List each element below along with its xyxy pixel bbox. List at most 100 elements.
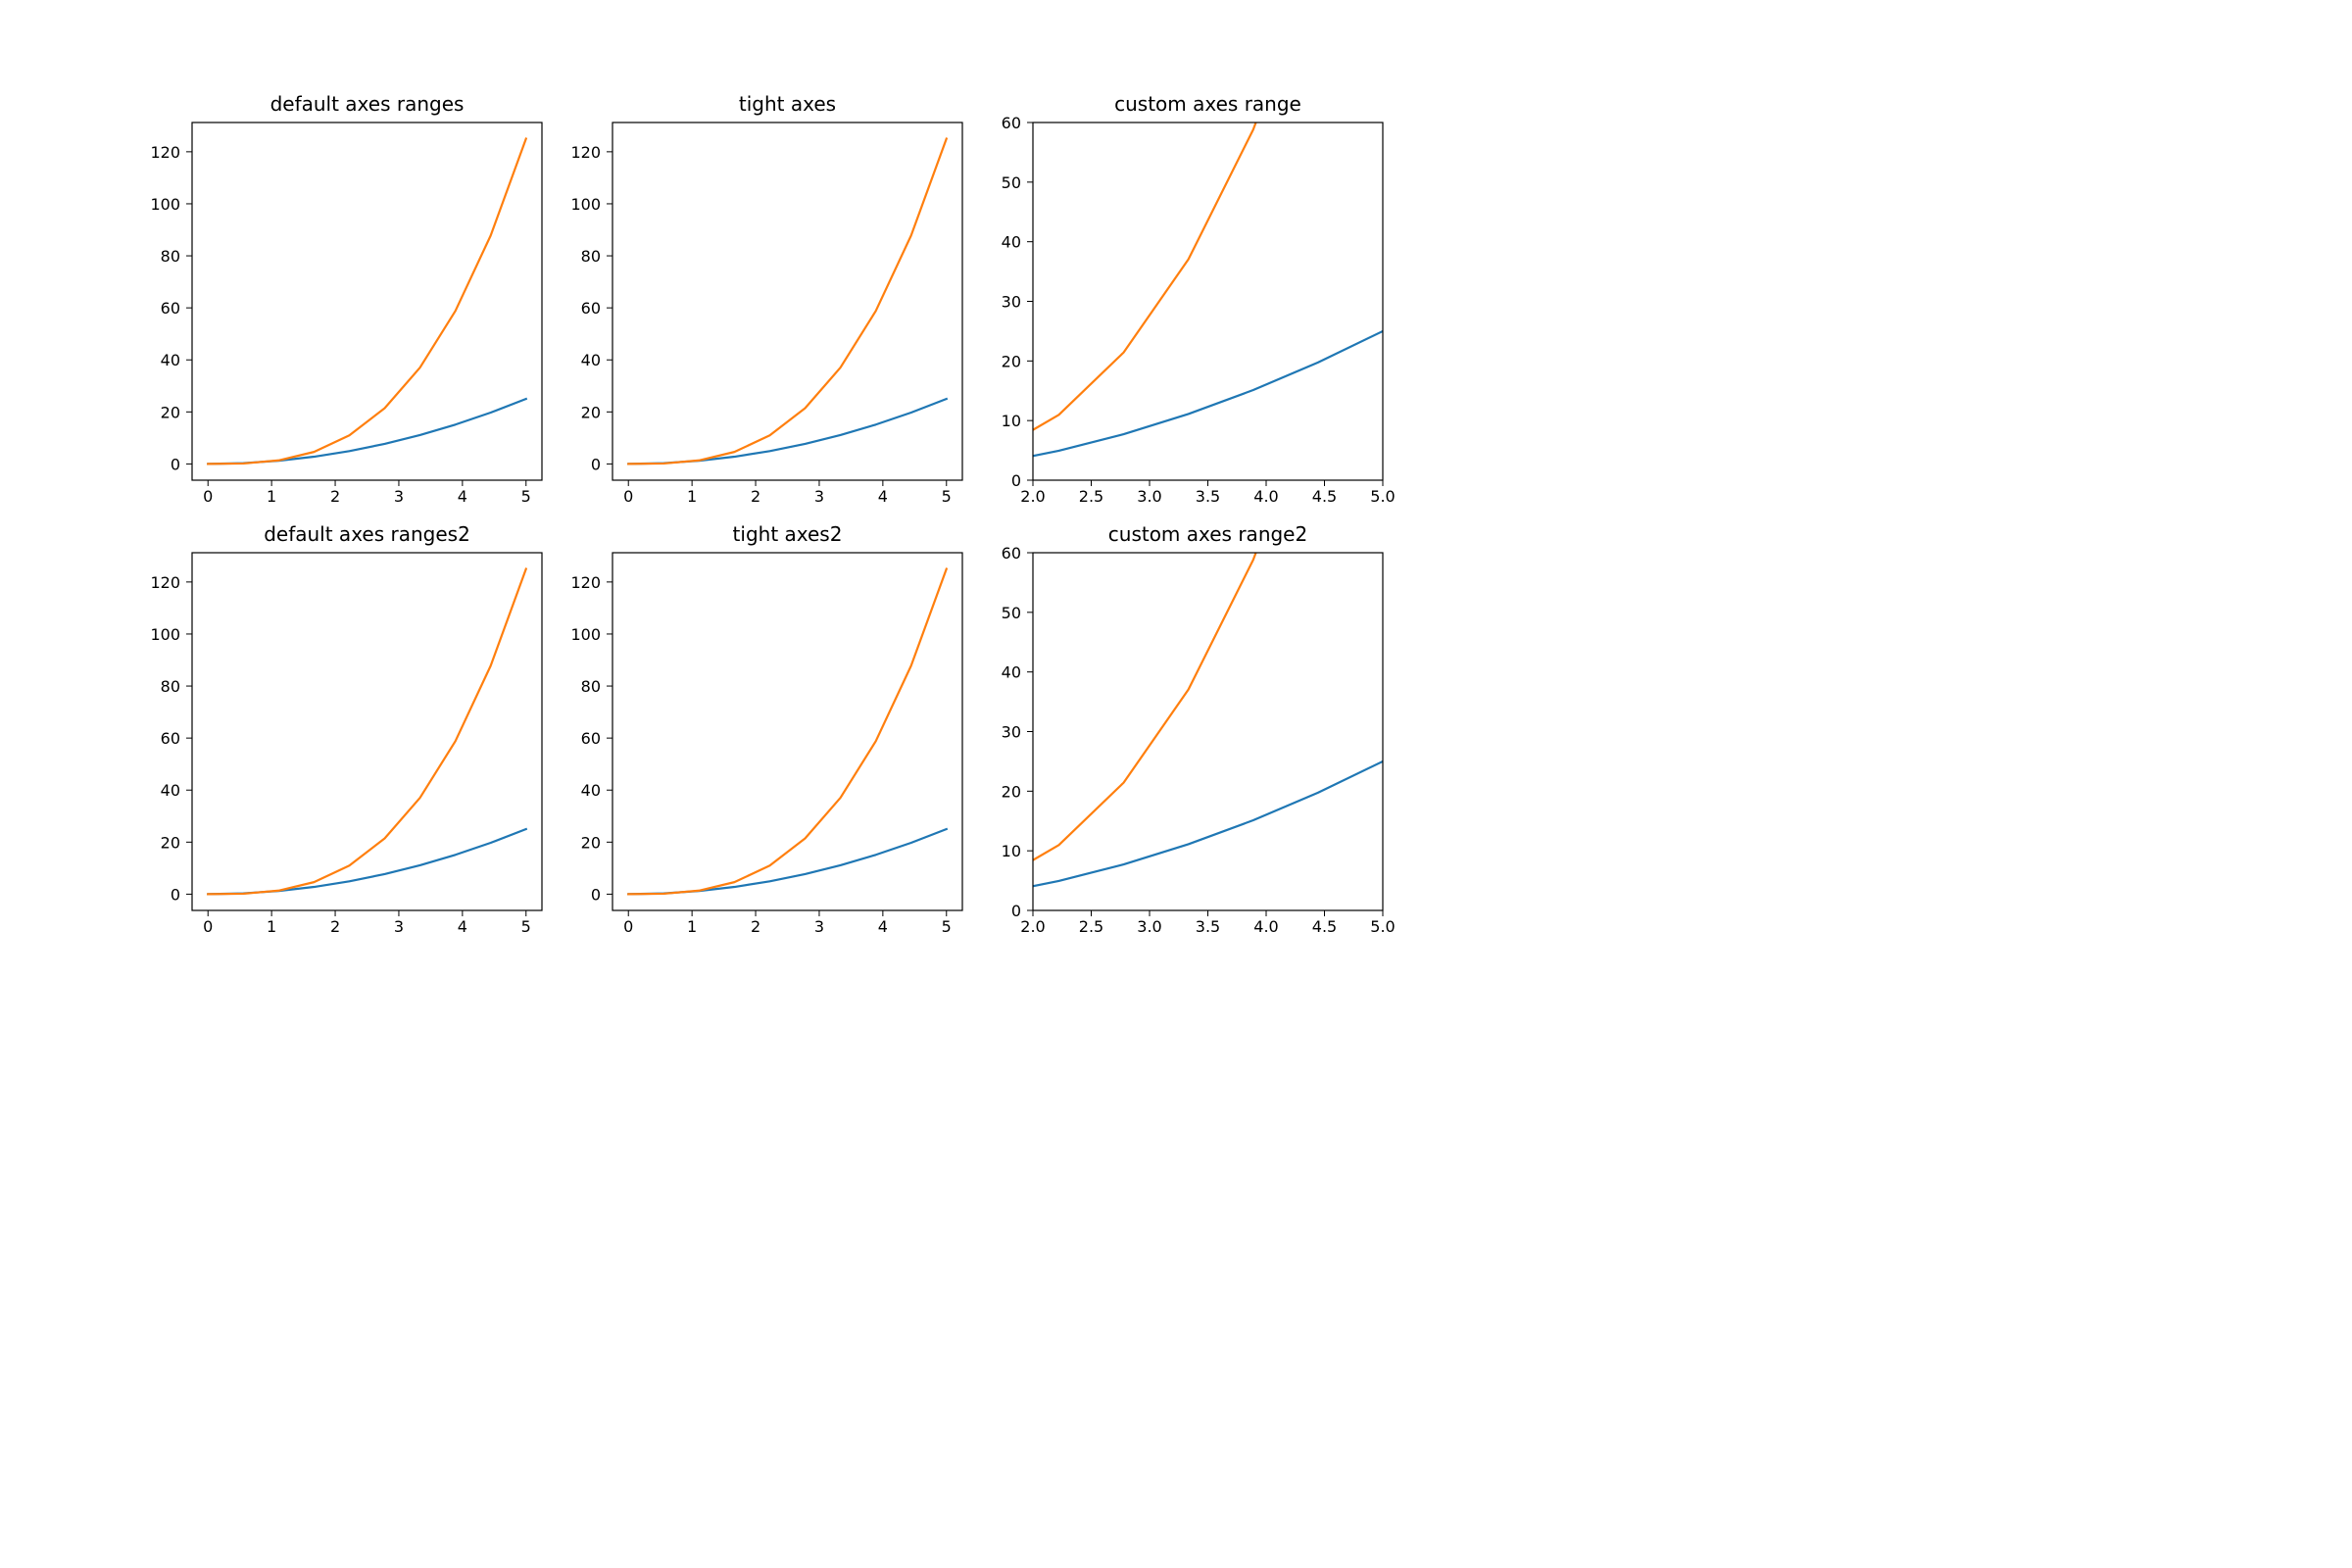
x-tick-label: 5 [942,917,952,936]
y-tick-label: 30 [1002,293,1021,312]
y-tick-label: 30 [1002,723,1021,742]
x-tick-label: 0 [203,487,213,506]
y-tick-label: 40 [1002,663,1021,682]
y-tick-label: 40 [581,351,601,369]
y-tick-label: 20 [1002,782,1021,801]
x-tick-label: 4.0 [1253,487,1278,506]
y-tick-label: 60 [1002,544,1021,563]
axes-frame [612,552,963,911]
x-tick-label: 5.0 [1370,487,1395,506]
y-tick-label: 20 [161,403,180,421]
y-tick-label: 20 [1002,352,1021,370]
series-line-1 [1033,329,1383,458]
y-tick-label: 0 [171,885,180,904]
y-tick-label: 120 [150,573,180,592]
y-tick-label: 50 [1002,173,1021,192]
y-tick-label: 100 [150,195,180,214]
series-line-1 [1033,760,1383,888]
x-tick-label: 3.5 [1196,487,1220,506]
x-tick-label: 4.5 [1312,487,1337,506]
series-group [207,137,528,466]
x-tick-label: 2.5 [1079,487,1103,506]
series-group [627,567,949,896]
y-tick-label: 40 [161,351,180,369]
x-tick-label: 1 [687,487,697,506]
x-tick-label: 5 [521,917,531,936]
y-tick-label: 0 [591,455,601,473]
x-tick-label: 3 [814,487,824,506]
x-tick-label: 2.5 [1079,917,1103,936]
x-tick-label: 0 [623,917,633,936]
x-tick-label: 3 [814,917,824,936]
series-group [207,567,528,896]
y-tick-label: 80 [161,677,180,696]
series-line-2 [1033,553,1257,861]
y-tick-label: 80 [581,677,601,696]
y-tick-label: 60 [581,729,601,748]
x-tick-label: 2 [751,917,760,936]
x-tick-label: 4.5 [1312,917,1337,936]
y-tick-label: 10 [1002,412,1021,430]
series-group [627,137,949,466]
y-tick-label: 120 [150,143,180,162]
x-tick-label: 2 [330,917,340,936]
y-tick-label: 20 [161,833,180,852]
series-group [1033,553,1383,888]
subplot-3: 2.0 2.5 3.0 3.5 4.0 4.5 5.0 0 10 20 30 40 50 60 custom… [1002,92,1396,506]
chart-title: custom axes range [1114,92,1301,116]
x-tick-label: 4 [458,487,467,506]
series-line-2 [1033,122,1257,431]
subplot-2: 0 1 2 3 4 5 0 20 40 60 80 100 120 tight axes [570,92,963,506]
axes-frame [191,122,543,481]
x-tick-label: 1 [267,917,276,936]
chart-title: tight axes [739,92,836,116]
y-tick-label: 0 [591,885,601,904]
x-tick-label: 3 [394,487,404,506]
chart-title: tight axes2 [733,522,843,546]
axes-frame [191,552,543,911]
x-tick-label: 2.0 [1020,487,1045,506]
x-tick-label: 1 [687,917,697,936]
x-tick-label: 5 [942,487,952,506]
x-tick-label: 3.0 [1137,917,1161,936]
y-tick-label: 60 [581,299,601,318]
x-tick-label: 4 [878,917,888,936]
subplot-4: 0 1 2 3 4 5 0 20 40 60 80 100 120 default axes ranges… [150,522,543,936]
y-tick-label: 120 [570,143,601,162]
x-tick-label: 5.0 [1370,917,1395,936]
y-tick-label: 100 [570,625,601,644]
x-tick-label: 3.5 [1196,917,1220,936]
series-group [1033,122,1383,458]
y-tick-label: 80 [581,247,601,266]
x-tick-label: 0 [623,487,633,506]
y-tick-label: 40 [581,781,601,800]
series-line-2 [207,567,528,896]
subplot-6: 2.0 2.5 3.0 3.5 4.0 4.5 5.0 0 10 20 30 40 50 60 custom… [1002,522,1396,936]
axes-frame [612,122,963,481]
y-tick-label: 10 [1002,842,1021,860]
x-tick-label: 0 [203,917,213,936]
y-tick-label: 60 [1002,114,1021,132]
y-tick-label: 100 [570,195,601,214]
y-tick-label: 0 [1011,902,1021,920]
x-tick-label: 5 [521,487,531,506]
y-tick-label: 80 [161,247,180,266]
y-tick-label: 60 [161,729,180,748]
y-tick-label: 100 [150,625,180,644]
series-line-2 [627,567,949,896]
y-tick-label: 0 [171,455,180,473]
chart-title: default axes ranges [270,92,465,116]
x-tick-label: 2 [330,487,340,506]
y-tick-label: 0 [1011,471,1021,490]
y-tick-label: 40 [161,781,180,800]
x-tick-label: 2.0 [1020,917,1045,936]
subplot-5: 0 1 2 3 4 5 0 20 40 60 80 100 120 tight axes2 [570,522,963,936]
y-tick-label: 40 [1002,233,1021,252]
y-tick-label: 20 [581,403,601,421]
x-tick-label: 2 [751,487,760,506]
y-tick-label: 20 [581,833,601,852]
figure-background [0,0,1519,1029]
x-tick-label: 3 [394,917,404,936]
